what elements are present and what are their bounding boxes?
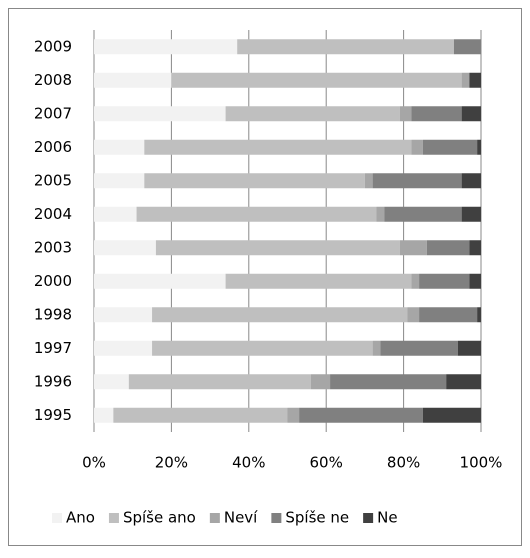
bar-segment <box>225 106 400 122</box>
bar-segment <box>457 340 481 356</box>
bar-segment <box>237 39 454 55</box>
bar-segment <box>144 139 412 155</box>
bar-segment <box>287 407 300 423</box>
legend-label: Spíše ano <box>123 509 196 527</box>
bar-segment <box>128 374 311 390</box>
y-tick-label: 2008 <box>34 71 72 89</box>
bar-segment <box>94 273 226 289</box>
bar-segment <box>469 72 481 88</box>
bar-segment <box>94 173 145 189</box>
legend-label: Neví <box>224 509 258 527</box>
bar-segment <box>94 106 226 122</box>
bar-segment <box>399 106 412 122</box>
x-tick-label: 100% <box>460 454 503 472</box>
bar-segment <box>94 72 172 88</box>
y-tick-label: 1997 <box>34 339 72 357</box>
bar-segment <box>426 240 470 256</box>
x-tick-label: 20% <box>155 454 188 472</box>
bar-segment <box>152 307 408 323</box>
bar-segment <box>461 173 481 189</box>
x-tick-label: 40% <box>232 454 265 472</box>
y-tick-label: 2000 <box>34 272 72 290</box>
bar-segment <box>380 340 458 356</box>
bar-segment <box>94 39 238 55</box>
bar-segment <box>411 106 462 122</box>
legend-swatch <box>52 513 62 523</box>
y-tick-label: 2007 <box>34 104 72 122</box>
y-tick-label: 2003 <box>34 238 72 256</box>
bar-segment <box>461 106 481 122</box>
legend-label: Spíše ne <box>285 509 349 527</box>
y-tick-label: 1995 <box>34 406 72 424</box>
x-tick-label: 0% <box>82 454 106 472</box>
bar-segment <box>171 72 462 88</box>
bar-segment <box>94 240 156 256</box>
bar-segment <box>310 374 331 390</box>
x-tick-label: 60% <box>310 454 343 472</box>
legend-swatch <box>271 513 282 523</box>
bar-segment <box>453 39 481 55</box>
bar-segment <box>422 407 481 423</box>
bar-segment <box>477 139 481 155</box>
bar-segment <box>372 340 381 356</box>
bar-segment <box>155 240 400 256</box>
bar-segment <box>94 139 145 155</box>
bar-segment <box>94 374 129 390</box>
bar-segment <box>419 273 470 289</box>
bar-segment <box>399 240 427 256</box>
y-tick-label: 1996 <box>34 372 72 390</box>
x-tick-label: 80% <box>387 454 420 472</box>
y-tick-label: 1998 <box>34 305 72 323</box>
bar-segment <box>144 173 365 189</box>
y-tick-label: 2009 <box>34 37 72 55</box>
bar-segment <box>113 407 288 423</box>
bar-segment <box>384 206 462 222</box>
bar-segment <box>136 206 377 222</box>
bar-segment <box>299 407 423 423</box>
legend-label: Ano <box>66 509 95 527</box>
bar-segment <box>422 139 478 155</box>
bar-segment <box>94 407 114 423</box>
bar-segment <box>469 273 481 289</box>
bar-segment <box>461 206 481 222</box>
bar-segment <box>411 139 423 155</box>
legend-swatch <box>209 513 220 523</box>
legend-swatch <box>108 513 119 523</box>
bar-segment <box>407 307 420 323</box>
legend-label: Ne <box>377 509 397 527</box>
bar-segment <box>469 240 481 256</box>
bar-segment <box>411 273 420 289</box>
bar-segment <box>364 173 373 189</box>
bar-segment <box>376 206 385 222</box>
bar-segment <box>152 340 373 356</box>
bar-segment <box>94 340 153 356</box>
bar-segment <box>372 173 462 189</box>
bar-segment <box>461 72 470 88</box>
bar-segment <box>330 374 447 390</box>
bar-segment <box>94 206 137 222</box>
legend-swatch <box>363 513 374 523</box>
bar-segment <box>94 307 153 323</box>
bar-segment <box>446 374 481 390</box>
bar-segment <box>419 307 478 323</box>
y-tick-label: 2006 <box>34 138 72 156</box>
y-tick-label: 2004 <box>34 205 72 223</box>
bar-segment <box>225 273 412 289</box>
y-tick-label: 2005 <box>34 171 72 189</box>
bar-segment <box>477 307 481 323</box>
